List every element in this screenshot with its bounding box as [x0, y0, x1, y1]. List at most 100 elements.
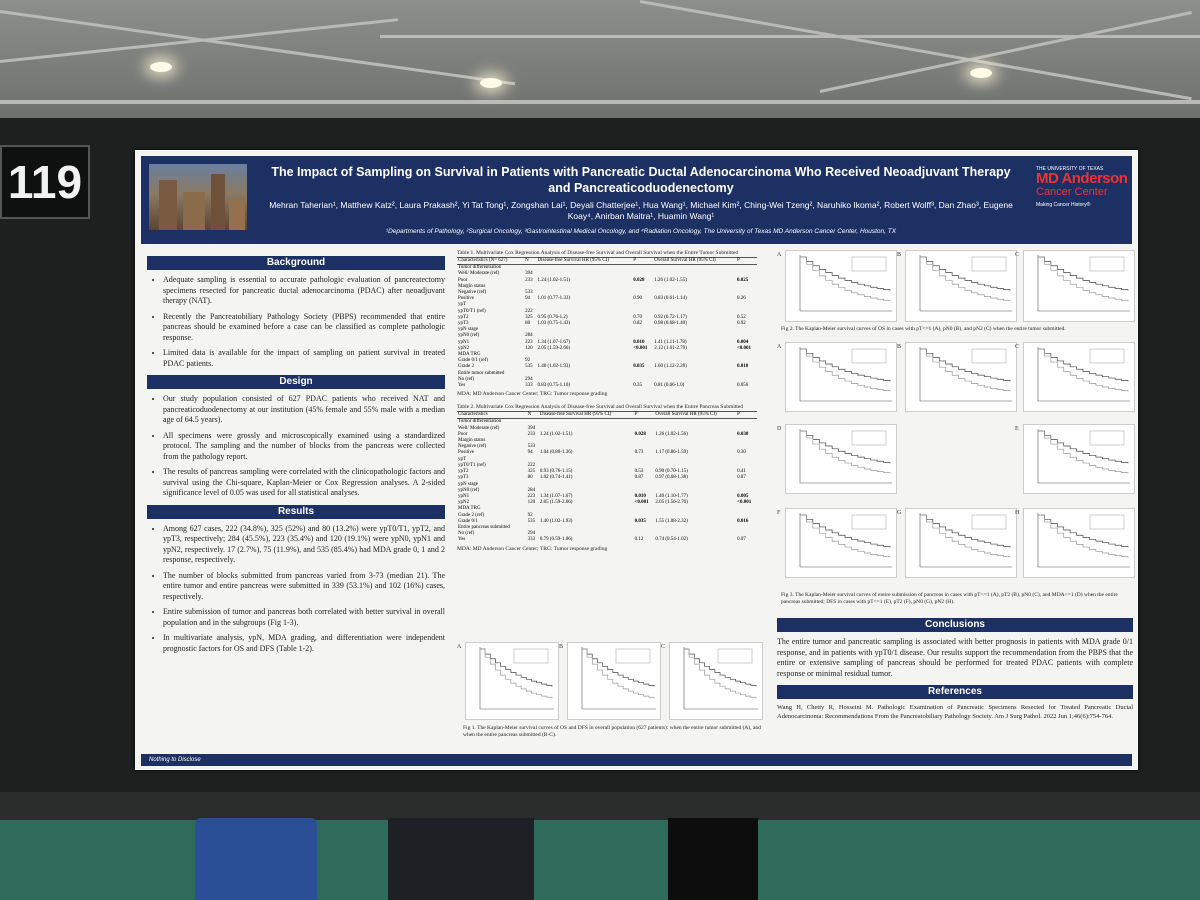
- table-cell: 0.95 (0.76-1.2): [537, 314, 568, 320]
- fig2-panel-c: [1023, 250, 1135, 322]
- table-cell: 0.74 (0.54-1.02): [655, 537, 688, 543]
- logo-tagline: Making Cancer History®: [1036, 202, 1091, 208]
- design-item: All specimens were grossly and microscop…: [163, 431, 445, 463]
- table-cell: 0.92: [736, 321, 746, 327]
- table-cell: 1.01 (0.77-1.33): [537, 296, 571, 302]
- table-cell: 0.90 (0.70-1.15): [655, 469, 688, 475]
- mdanderson-logo: THE UNIVERSITY OF TEXAS MD Anderson Canc…: [1036, 166, 1128, 208]
- results-item: In multivariate analysis, ypN, MDA gradi…: [163, 633, 445, 654]
- figure-panel-label: A: [777, 252, 782, 258]
- table-cell: 0.53: [634, 469, 644, 475]
- table-cell: 1.02 (0.74-1.41): [539, 475, 573, 481]
- km-curve-plot: [1037, 347, 1130, 402]
- background-item: Recently the Pancreatobiliary Pathology …: [163, 312, 445, 344]
- table-cell: 0.93 (0.76-1.15): [539, 469, 573, 475]
- background-heading: Background: [147, 256, 445, 270]
- table-cell: Yes: [458, 537, 466, 543]
- table-cell: Tumor differentiation: [458, 265, 502, 271]
- table-cell: 1.41 (1.11-1.78): [654, 339, 687, 345]
- table-cell: Grade 0/1 (ref): [458, 358, 488, 364]
- fig2-panel-b: [905, 250, 1017, 322]
- table-cell: ypT2: [458, 469, 469, 475]
- fig3-panel-e: [1023, 424, 1135, 494]
- table-cell: [653, 265, 736, 272]
- table-cell: 0.07: [737, 537, 746, 543]
- building-photo: [149, 164, 247, 230]
- table-header-cell: Characteristics (N= 627): [457, 256, 525, 266]
- results-item: Entire submission of tumor and pancreas …: [163, 607, 445, 628]
- table-cell: 0.056: [736, 383, 749, 389]
- table-row: ypT3 80 1.02 (0.74-1.41) 0.87 0.97 (0.68-1.3…: [457, 475, 757, 481]
- table-cell: 223: [527, 493, 536, 499]
- poster-title: The Impact of Sampling on Survival in Pa…: [271, 165, 1011, 195]
- table-cell: 80: [525, 321, 531, 327]
- km-curve-plot: [1037, 255, 1130, 312]
- table-cell: 294: [527, 531, 536, 537]
- table-cell: 0.81 (0.66-1.0): [654, 383, 685, 389]
- table-cell: 233: [527, 431, 536, 437]
- table-cell: 80: [527, 475, 533, 481]
- figure-panel-label: C: [661, 644, 666, 650]
- table-cell: 533: [527, 444, 536, 450]
- table-cell: 0.005: [737, 493, 749, 499]
- table-header-row: Characteristics (N= 627) N Disease-free Su…: [457, 256, 757, 266]
- table-header-cell: P: [633, 411, 655, 420]
- table-cell: 92: [525, 358, 531, 364]
- table-row: Yes 333 0.79 (0.59-1.06) 0.12 0.74 (0.54-1.0…: [457, 537, 757, 543]
- table-row: No (ref) 294: [457, 377, 757, 383]
- table-row: ypN2 120 2.05 (1.59-2.66) <0.001 2.12 (1.61-…: [457, 346, 757, 352]
- table-cell: 120: [525, 345, 533, 351]
- table-cell: Entire pancreas submitted: [458, 524, 510, 530]
- table-cell: 1.40 (1.02-1.93): [537, 364, 571, 370]
- table-cell: 0.028: [634, 431, 646, 437]
- table-cell: 0.82: [633, 321, 643, 327]
- table-cell: 0.35: [633, 383, 643, 389]
- background-item: Limited data is available for the impact…: [163, 348, 445, 369]
- table-cell: 94: [527, 450, 533, 456]
- km-curve-plot: [799, 255, 892, 312]
- table-cell: Positive: [458, 450, 475, 456]
- poster-header: The Impact of Sampling on Survival in Pa…: [141, 156, 1132, 244]
- table-row: MDA TRG: [457, 506, 757, 512]
- table-row: Tumor differentiation: [457, 419, 757, 426]
- table-cell: 0.83 (0.75-1.10): [537, 383, 571, 389]
- board-rail: [0, 792, 1200, 820]
- design-heading: Design: [147, 375, 445, 389]
- ceiling: [0, 0, 1200, 120]
- figure-panel-label: B: [897, 344, 902, 350]
- table-row: Entire tumor submitted: [457, 371, 757, 377]
- table-cell: Margin status: [458, 283, 486, 289]
- table-cell: ypN1: [458, 339, 470, 345]
- right-column: Conclusions The entire tumor and pancrea…: [777, 612, 1133, 721]
- figure-panel-label: C: [1015, 344, 1020, 350]
- table-cell: Grade 0/1: [458, 518, 478, 524]
- table-cell: 284: [527, 487, 536, 493]
- table-row: Margin status: [457, 438, 757, 444]
- table-cell: 0.30: [737, 450, 746, 456]
- logo-name-1: MD Anderson: [1036, 170, 1128, 187]
- design-item: The results of pancreas sampling were co…: [163, 467, 445, 499]
- table-cell: 0.92 (0.72-1.17): [654, 314, 687, 320]
- table-cell: <0.001: [736, 345, 752, 351]
- figure-panel-label: A: [777, 344, 782, 350]
- table-cell: [654, 419, 736, 426]
- table-cell: 0.010: [634, 493, 646, 499]
- table-cell: 233: [525, 277, 533, 283]
- km-curve-plot: [799, 429, 892, 484]
- table-header-cell: N: [526, 411, 539, 420]
- table2-note: MDA: MD Anderson Cancer Center; TRG: Tum…: [457, 545, 608, 552]
- fig2-caption: Fig 2. The Kaplan-Meier survival curves …: [781, 326, 1066, 332]
- table-row: Positive 94 1.04 (0.80-1.36) 0.73 1.17 (0.86…: [457, 450, 757, 456]
- table-cell: 1.60 (1.12-2.28): [654, 364, 687, 370]
- fig2-panel-a: [785, 250, 897, 322]
- table-cell: 1.34 (1.07-1.67): [537, 339, 571, 345]
- table-cell: Positive: [458, 296, 475, 302]
- table-cell: Tumor differentiation: [458, 419, 502, 425]
- table-cell: 0.83 (0.61-1.14): [654, 296, 687, 302]
- logo-name-2: Cancer Center: [1036, 186, 1108, 198]
- poster-affiliations: ¹Departments of Pathology, ²Surgical Onc…: [385, 228, 897, 235]
- table-row: MDA TRG: [457, 352, 757, 358]
- table-cell: ypT: [458, 456, 467, 462]
- table-row: Margin status: [457, 284, 757, 290]
- references-text: Wang H, Chetty R, Hosseini M. Pathologic…: [777, 704, 1133, 720]
